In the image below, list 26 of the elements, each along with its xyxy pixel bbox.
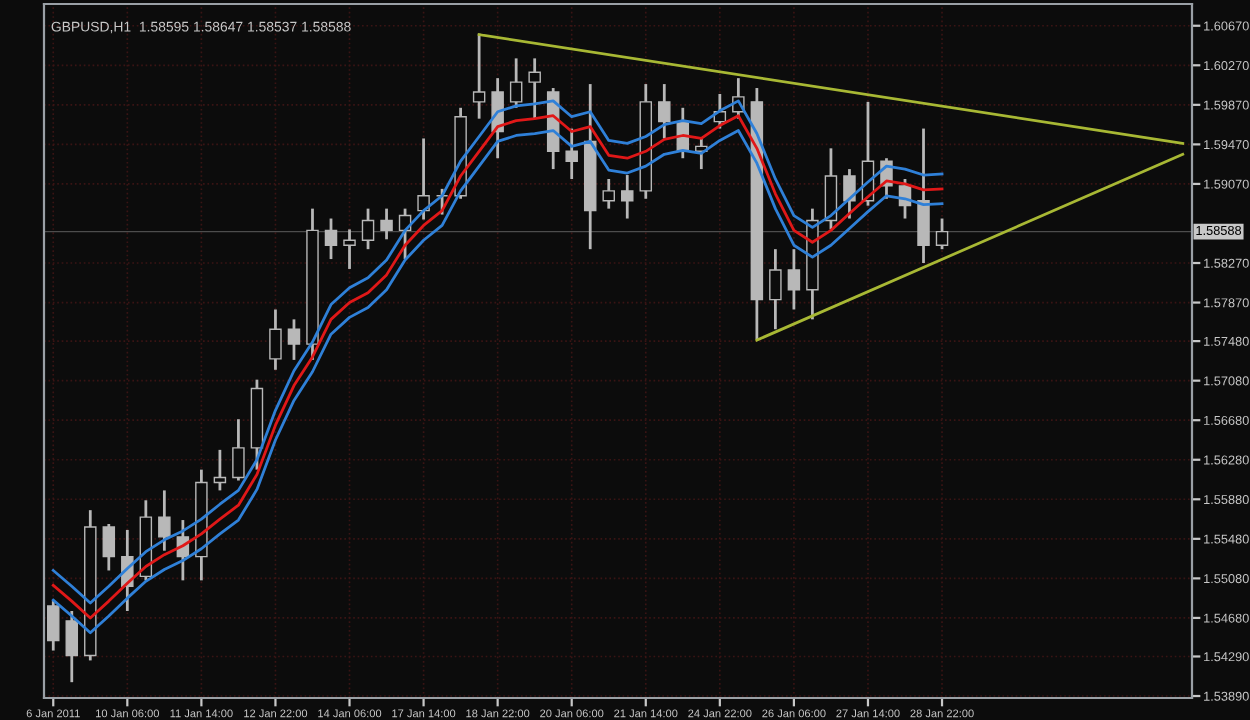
candlestick [232, 417, 245, 482]
candlestick [324, 217, 338, 261]
candlestick [472, 32, 486, 121]
candlestick [528, 56, 541, 121]
candlestick [269, 308, 282, 372]
candlestick [343, 228, 356, 271]
candlestick [417, 137, 430, 221]
candlestick [65, 609, 79, 684]
candlestick [565, 127, 578, 181]
candlestick [47, 599, 60, 652]
candlestick [935, 217, 949, 251]
candlestick [769, 247, 782, 331]
candlestick [361, 207, 375, 251]
candlestick [843, 167, 856, 220]
candlestick [917, 127, 930, 265]
candlestick [102, 522, 116, 572]
candlestick [787, 247, 801, 311]
candlestick [213, 448, 227, 492]
candlestick [287, 317, 301, 362]
candlestick [509, 56, 523, 110]
candlestick [658, 82, 671, 140]
candlestick [158, 489, 171, 553]
candlestick [621, 173, 634, 220]
candlestick [380, 207, 393, 241]
candlestick [435, 187, 449, 216]
candlestick [602, 177, 615, 211]
